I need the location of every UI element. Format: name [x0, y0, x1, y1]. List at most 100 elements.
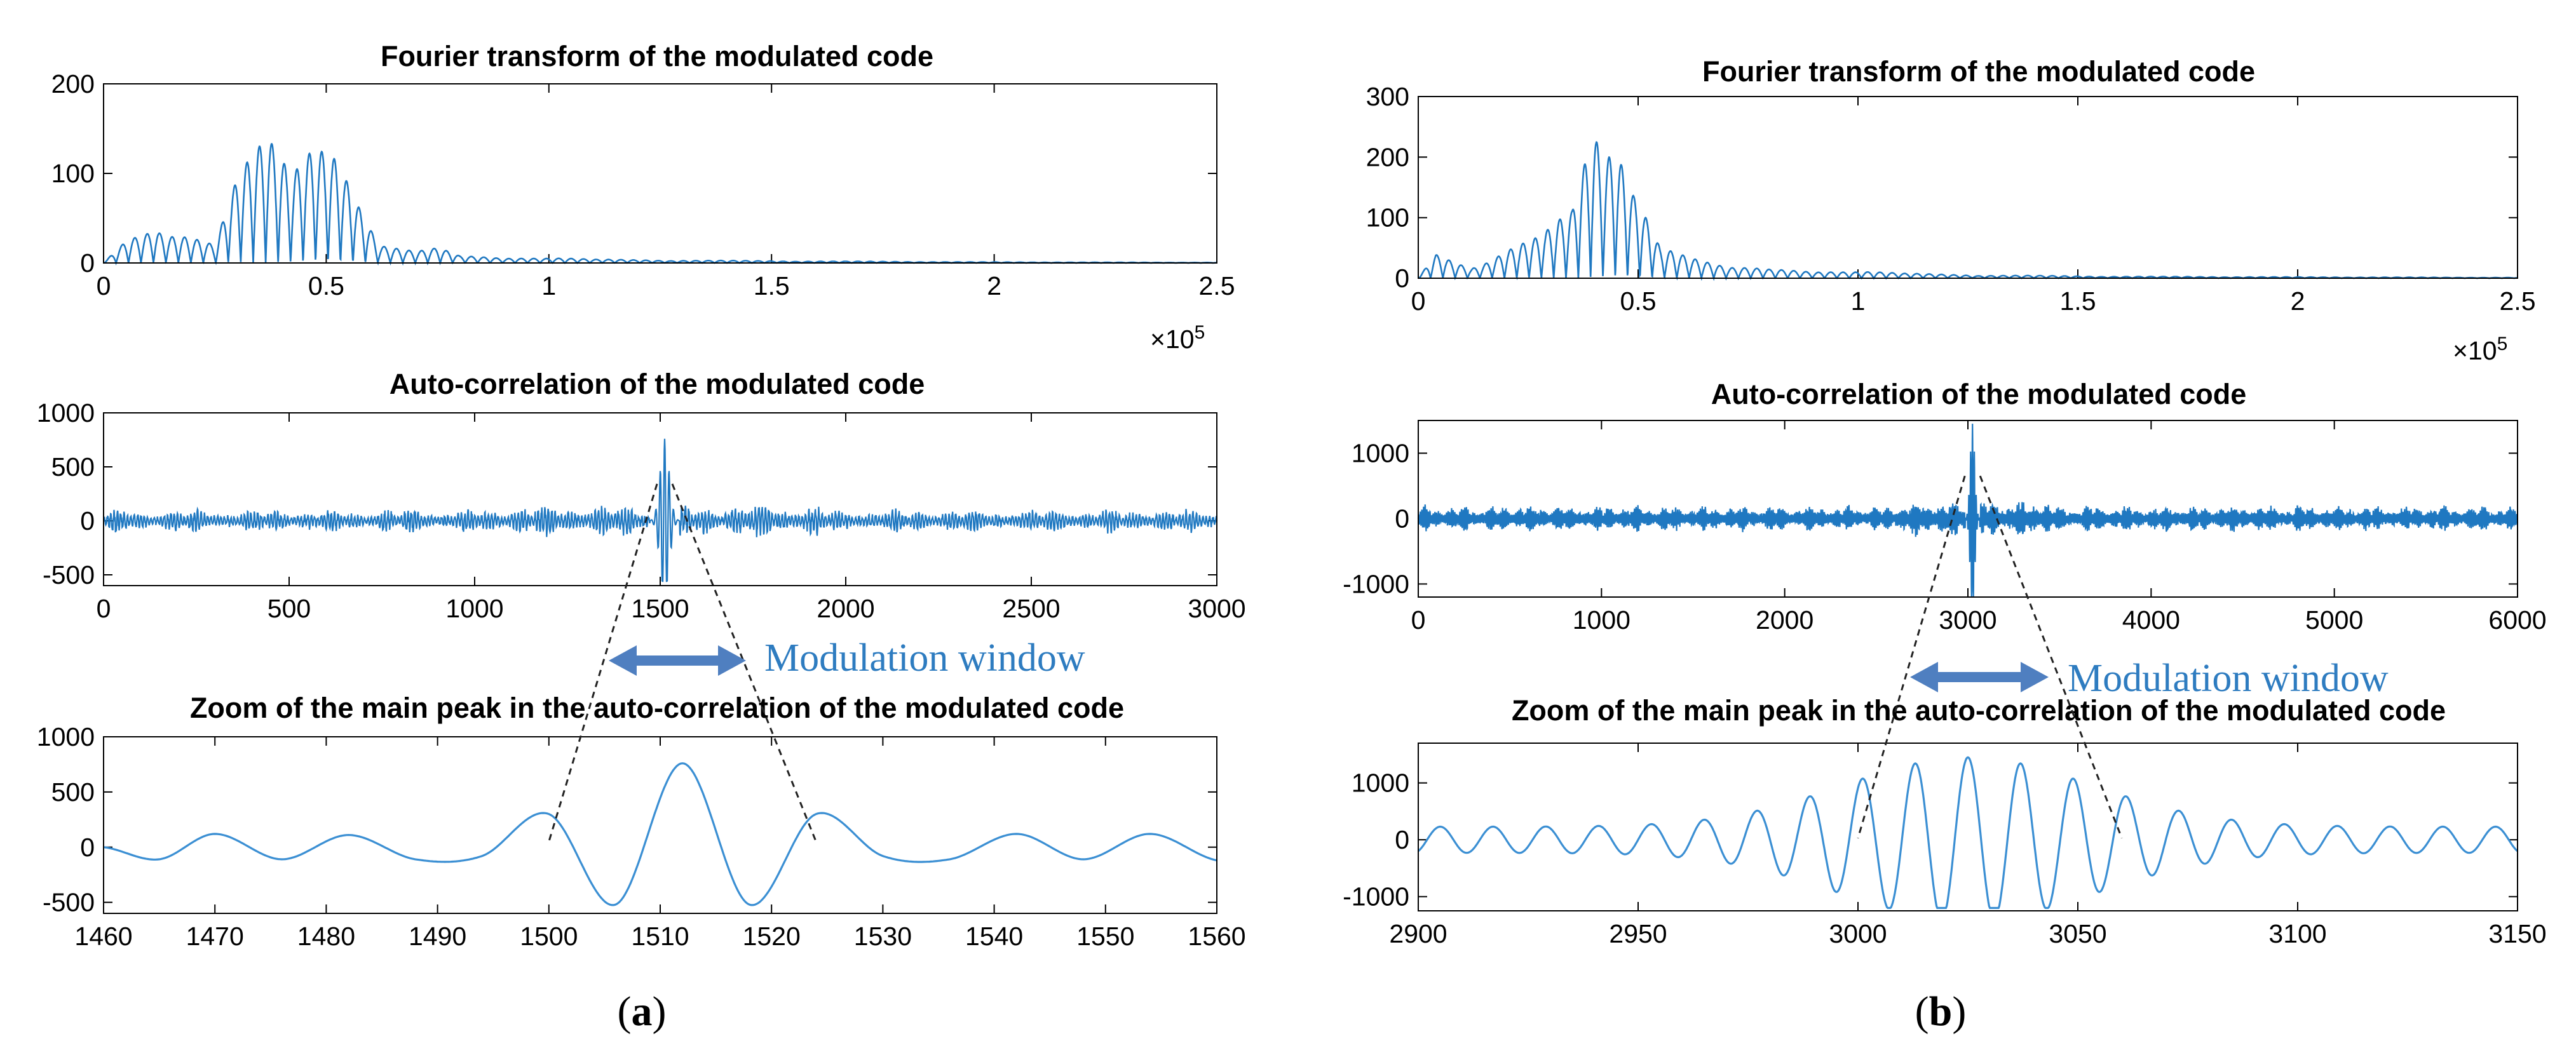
x-tick-label: 0: [97, 271, 111, 300]
y-tick-label: 200: [1366, 142, 1409, 171]
x-tick-label: 1500: [631, 594, 689, 623]
zoom-line-right: [1979, 475, 2123, 839]
chart-title: Auto-correlation of the modulated code: [390, 368, 925, 400]
x-tick-label: 3150: [2488, 919, 2546, 948]
y-tick-label: 1000: [37, 722, 95, 751]
x-tick-label: 1490: [409, 922, 466, 951]
y-tick-label: 1000: [1352, 769, 1409, 798]
x-tick-label: 1: [541, 271, 556, 300]
modulation-window-label: Modulation window: [764, 636, 1085, 680]
chart-title: Fourier transform of the modulated code: [381, 40, 933, 72]
x-tick-label: 1480: [297, 922, 355, 951]
y-tick-label: 500: [51, 777, 95, 807]
panel-label-a: (a): [618, 988, 667, 1035]
y-tick-label: -1000: [1343, 569, 1409, 598]
y-tick-label: 0: [80, 248, 95, 278]
series-line: [1417, 424, 2519, 598]
y-tick-label: 0: [80, 506, 95, 535]
zoom-line-left: [548, 483, 658, 842]
series-line: [1417, 756, 2519, 910]
series-line: [1418, 141, 2518, 281]
modulation-window-label: Modulation window: [2068, 657, 2389, 700]
y-tick-label: 0: [1395, 504, 1409, 533]
x-tick-label: 2950: [1609, 919, 1667, 948]
x-tick-label: 1: [1851, 286, 1866, 316]
x-tick-label: 3000: [1939, 605, 1996, 635]
y-tick-label: -500: [43, 888, 95, 917]
x-tick-label: 500: [268, 594, 311, 623]
modulation-window-annotation-b: Modulation window: [1910, 657, 2389, 700]
y-tick-label: 200: [51, 69, 95, 98]
x-tick-label: 3100: [2268, 919, 2326, 948]
x-tick-label: 3000: [1829, 919, 1887, 948]
x-exponent: ×105: [1150, 322, 1205, 354]
y-tick-label: -1000: [1343, 882, 1409, 911]
x-tick-label: 2500: [1002, 594, 1060, 623]
panel-a: Fourier transform of the modulated code …: [37, 40, 1246, 1035]
double-arrow: [609, 645, 746, 676]
x-tick-label: 1500: [520, 922, 578, 951]
chart-title: Zoom of the main peak in the auto-correl…: [190, 692, 1124, 724]
x-tick-label: 1520: [743, 922, 801, 951]
y-tick-label: 1000: [1352, 438, 1409, 467]
y-tick-label: 0: [1395, 264, 1409, 293]
y-tick-label: 0: [1395, 825, 1409, 854]
x-tick-label: 2: [987, 271, 1001, 300]
y-tick-label: 500: [51, 452, 95, 481]
double-arrow: [1910, 662, 2049, 692]
chart-a-autocorrelation: Auto-correlation of the modulated code -…: [37, 368, 1246, 623]
y-tick-label: 300: [1366, 82, 1409, 111]
y-tick-label: 1000: [37, 398, 95, 427]
x-tick-label: 1000: [445, 594, 503, 623]
x-tick-label: 3050: [2049, 919, 2106, 948]
chart-b-autocorrelation: Auto-correlation of the modulated code -…: [1343, 378, 2546, 635]
y-tick-label: 100: [1366, 203, 1409, 232]
modulation-window-annotation-a: Modulation window: [609, 636, 1085, 680]
x-tick-label: 1.5: [2060, 286, 2096, 316]
x-tick-label: 2.5: [2500, 286, 2536, 316]
axes-frame: [103, 412, 1217, 586]
axes-frame: [103, 83, 1217, 264]
x-tick-label: 1540: [965, 922, 1023, 951]
x-tick-label: 1460: [74, 922, 132, 951]
x-tick-label: 0.5: [308, 271, 344, 300]
zoom-line-right: [671, 483, 817, 842]
axes-frame: [103, 736, 1217, 914]
zoom-connector-b: [1857, 475, 2123, 839]
chart-title: Zoom of the main peak in the auto-correl…: [1512, 694, 2446, 727]
x-tick-label: 2.5: [1199, 271, 1235, 300]
x-tick-label: 1560: [1188, 922, 1245, 951]
x-tick-label: 1510: [631, 922, 689, 951]
chart-a-zoom: Zoom of the main peak in the auto-correl…: [37, 692, 1246, 951]
x-tick-label: 1550: [1076, 922, 1134, 951]
chart-title: Auto-correlation of the modulated code: [1711, 378, 2247, 410]
chart-b-zoom: Zoom of the main peak in the auto-correl…: [1343, 694, 2546, 948]
x-tick-label: 2: [2291, 286, 2305, 316]
series-line: [103, 762, 1217, 906]
series-line: [102, 438, 1218, 582]
x-tick-label: 2000: [1756, 605, 1813, 635]
x-tick-label: 1470: [186, 922, 244, 951]
chart-title: Fourier transform of the modulated code: [1702, 55, 2255, 88]
y-tick-label: 100: [51, 159, 95, 188]
axes-frame: [1418, 420, 2518, 598]
x-tick-label: 0: [1411, 605, 1426, 635]
x-tick-label: 1530: [854, 922, 912, 951]
x-tick-label: 0: [1411, 286, 1426, 316]
x-tick-label: 4000: [2122, 605, 2180, 635]
x-tick-label: 2000: [817, 594, 874, 623]
axes-frame: [1418, 96, 2518, 279]
x-tick-label: 5000: [2305, 605, 2363, 635]
chart-a-fourier: Fourier transform of the modulated code …: [51, 40, 1235, 354]
zoom-line-left: [1857, 475, 1966, 838]
x-tick-label: 0.5: [1620, 286, 1657, 316]
axes-frame: [1418, 743, 2518, 911]
x-tick-label: 6000: [2488, 605, 2546, 635]
x-exponent: ×105: [2453, 333, 2507, 365]
panel-label-b: (b): [1915, 988, 1967, 1035]
x-tick-label: 2900: [1389, 919, 1447, 948]
x-tick-label: 1.5: [754, 271, 790, 300]
x-tick-label: 1000: [1573, 605, 1630, 635]
chart-b-fourier: Fourier transform of the modulated code …: [1366, 55, 2536, 365]
